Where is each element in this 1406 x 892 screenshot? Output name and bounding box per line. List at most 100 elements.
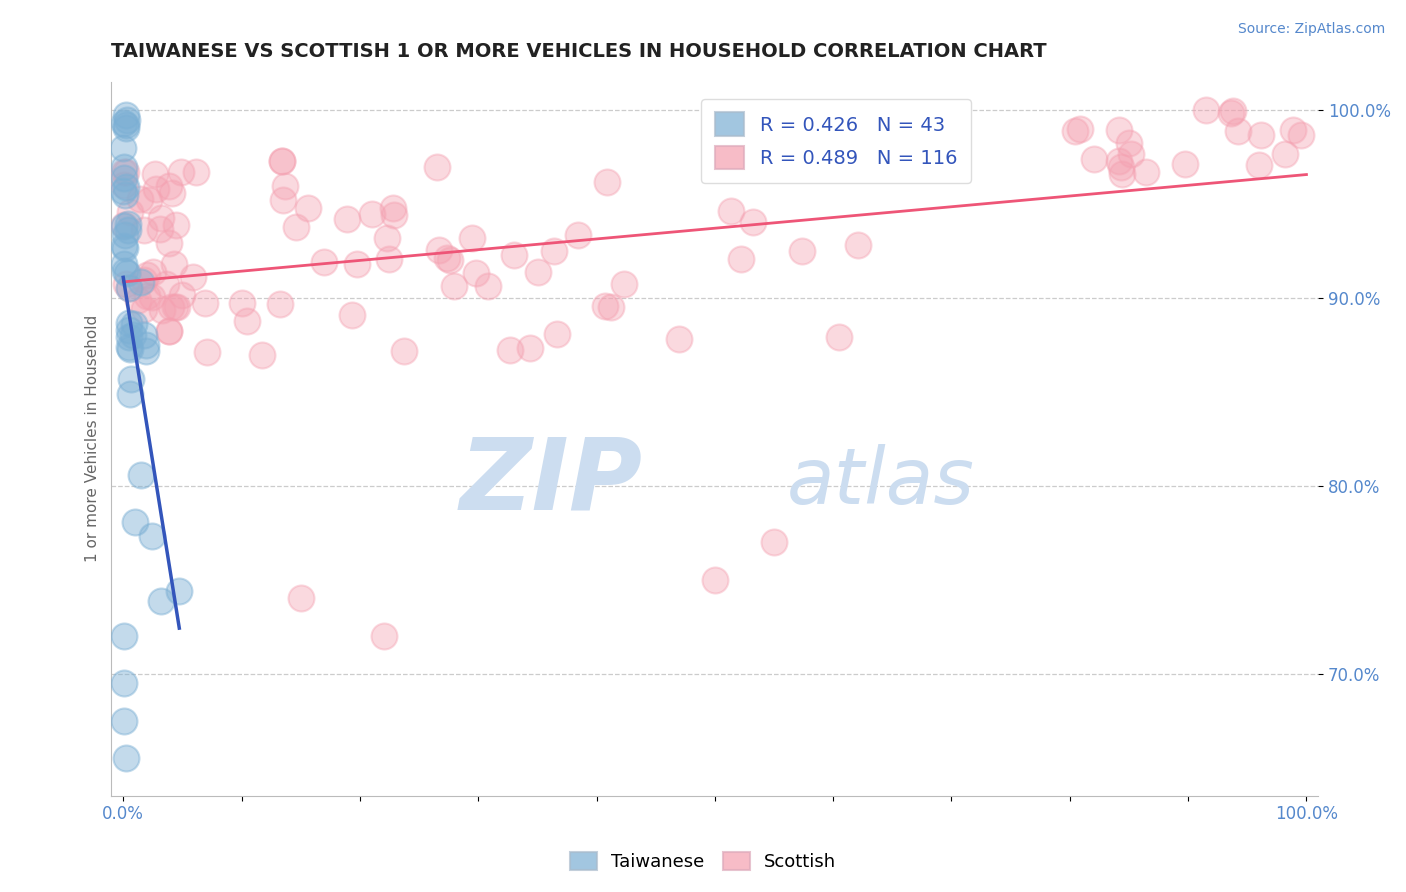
Point [115,118,138,132]
Point [157,324,180,338]
Point [461,230,484,244]
Point [163,300,186,314]
Point [112,184,135,198]
Point [1063,124,1085,138]
Point [170,165,193,179]
Point [118,204,141,219]
Point [382,201,405,215]
Point [141,290,163,304]
Point [115,266,138,280]
Point [600,301,623,315]
Point [169,584,191,599]
Point [195,345,218,359]
Point [114,178,136,193]
Point [1247,158,1270,172]
Point [122,317,145,331]
Point [1121,147,1143,161]
Point [117,217,139,231]
Point [252,348,274,362]
Point [1111,167,1133,181]
Point [129,275,152,289]
Point [340,308,363,322]
Point [361,207,384,221]
Point [543,244,565,258]
Point [114,228,136,243]
Point [118,330,141,344]
Point [124,515,146,529]
Point [427,243,450,257]
Point [271,194,294,208]
Y-axis label: 1 or more Vehicles in Household: 1 or more Vehicles in Household [86,315,100,562]
Point [375,230,398,244]
Point [118,281,141,295]
Point [271,153,294,168]
Point [1274,147,1296,161]
Point [112,676,135,690]
Point [1083,152,1105,166]
Point [134,222,156,236]
Point [112,116,135,130]
Point [170,287,193,301]
Point [1289,128,1312,142]
Point [134,327,156,342]
Point [269,297,291,311]
Point [290,591,312,606]
Point [464,266,486,280]
Point [127,293,149,307]
Point [1108,153,1130,168]
Point [118,386,141,401]
Point [394,344,416,359]
Point [703,573,725,587]
Point [114,188,136,202]
Point [157,179,180,194]
Point [138,193,160,207]
Point [163,257,186,271]
Point [114,751,136,765]
Point [118,340,141,354]
Point [236,314,259,328]
Point [115,179,138,194]
Point [1222,104,1244,119]
Point [519,341,541,355]
Point [477,279,499,293]
Text: Source: ZipAtlas.com: Source: ZipAtlas.com [1237,22,1385,37]
Point [165,218,187,232]
Point [499,343,522,357]
Point [730,252,752,266]
Point [382,208,405,222]
Point [118,281,141,295]
Point [112,629,135,643]
Point [135,343,157,358]
Point [613,277,636,291]
Point [1135,165,1157,179]
Point [1282,123,1305,137]
Point [503,247,526,261]
Point [114,108,136,122]
Point [112,141,135,155]
Point [1250,128,1272,142]
Point [763,535,786,549]
Point [115,120,138,135]
Point [166,300,188,314]
Point [143,167,166,181]
Point [271,153,294,168]
Legend: R = 0.426   N = 43, R = 0.489   N = 116: R = 0.426 N = 43, R = 0.489 N = 116 [702,99,970,183]
Point [150,302,173,317]
Point [150,593,173,607]
Point [741,215,763,229]
Point [1220,106,1243,120]
Point [1109,160,1132,174]
Text: TAIWANESE VS SCOTTISH 1 OR MORE VEHICLES IN HOUSEHOLD CORRELATION CHART: TAIWANESE VS SCOTTISH 1 OR MORE VEHICLES… [111,42,1047,61]
Point [274,178,297,193]
Point [231,296,253,310]
Point [141,529,163,543]
Point [527,265,550,279]
Legend: Taiwanese, Scottish: Taiwanese, Scottish [562,845,844,879]
Point [145,181,167,195]
Point [112,239,135,253]
Point [117,323,139,337]
Point [157,324,180,338]
Point [155,277,177,291]
Point [436,251,458,265]
Point [1174,157,1197,171]
